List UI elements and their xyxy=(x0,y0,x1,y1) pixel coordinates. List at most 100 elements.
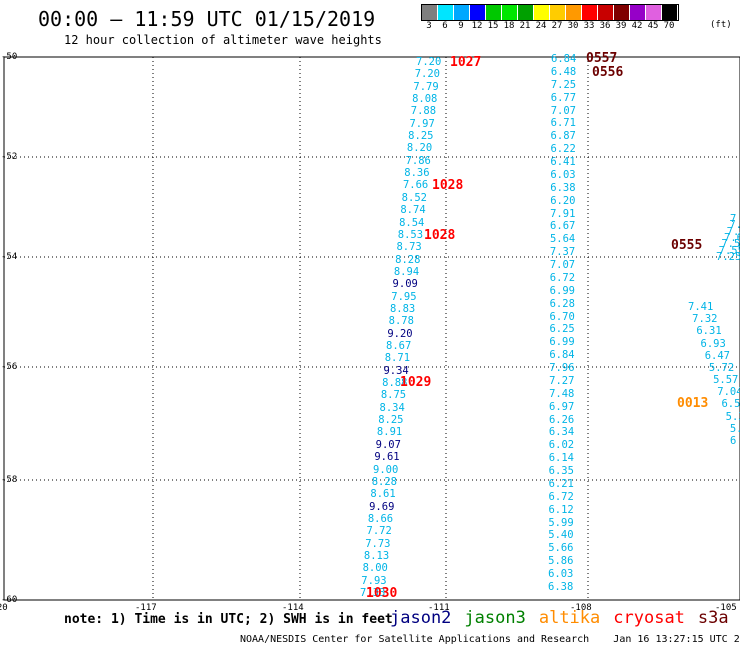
color-swatch xyxy=(582,5,598,20)
wave-height-value: 8.20 xyxy=(406,142,433,155)
wave-height-value: 7.20 xyxy=(414,68,440,81)
wave-height-value: 6.38 xyxy=(548,581,574,593)
wave-height-value: 5.3 xyxy=(725,410,740,423)
units-note: note: 1) Time is in UTC; 2) SWH is in fe… xyxy=(64,612,393,627)
color-swatch xyxy=(422,5,438,20)
wave-height-value: 6.99 xyxy=(549,284,575,297)
wave-height-value: 8.25 xyxy=(378,414,404,427)
wave-height-value: 8.73 xyxy=(396,241,422,254)
wave-height-value: 6.67 xyxy=(550,220,576,233)
map-frame xyxy=(3,56,740,601)
wave-height-value: 5.4 xyxy=(729,422,740,435)
wave-height-value: 8.66 xyxy=(367,512,394,525)
wave-height-value: 7.93 xyxy=(361,574,387,587)
latitude-label: -58 xyxy=(1,475,18,485)
wave-height-value: 7.96 xyxy=(549,362,575,375)
longitude-label: -114 xyxy=(282,603,304,613)
wave-height-value: 7.41 xyxy=(688,301,714,313)
pass-time-tag: 0013 xyxy=(677,396,709,411)
color-swatch xyxy=(566,5,582,20)
wave-height-value: 8.00 xyxy=(362,562,388,575)
wave-height-value: 8.34 xyxy=(379,401,405,414)
color-swatch xyxy=(662,5,678,20)
color-swatch xyxy=(630,5,646,20)
wave-height-value: 7.91 xyxy=(550,207,576,220)
color-swatch xyxy=(502,5,518,20)
color-scale-unit: (ft) xyxy=(710,20,732,30)
wave-height-value: 8.78 xyxy=(388,315,414,328)
color-swatch xyxy=(646,5,662,20)
longitude-label: -108 xyxy=(570,603,592,613)
wave-height-value: 7.07 xyxy=(550,104,576,117)
wave-height-value: 8.54 xyxy=(399,216,425,229)
wave-height-value: 5.57 xyxy=(713,374,739,387)
pass-time-tag: 0555 xyxy=(671,238,703,253)
wave-height-value: 6.26 xyxy=(548,413,575,426)
wave-height-value: 7.37 xyxy=(549,246,576,259)
wave-height-value: 7.63 xyxy=(724,232,740,244)
latitude-label: -60 xyxy=(1,595,18,605)
wave-height-value: 7.95 xyxy=(391,290,417,303)
wave-height-value: 6.28 xyxy=(549,297,575,310)
wave-height-value: 7.56 xyxy=(721,238,740,251)
wave-height-value: 7.33 xyxy=(360,587,386,599)
color-scale-tick: 27 xyxy=(551,21,563,31)
latitude-label: -54 xyxy=(1,252,18,262)
credit-line: NOAA/NESDIS Center for Satellite Applica… xyxy=(240,635,740,645)
color-scale-tick: 24 xyxy=(535,21,547,31)
wave-height-value: 9.09 xyxy=(392,278,418,291)
wave-height-value: 8.71 xyxy=(384,352,411,365)
wave-height-value: 6.34 xyxy=(548,426,575,439)
wave-height-value: 7.73 xyxy=(365,537,391,550)
legend-item-jason2: jason2 xyxy=(390,608,452,628)
color-scale-tick: 21 xyxy=(519,21,531,31)
wave-height-value: 6.47 xyxy=(704,349,731,362)
wave-height-value: 7.55 xyxy=(718,244,740,257)
page-subtitle: 12 hour collection of altimeter wave hei… xyxy=(64,33,382,47)
wave-height-value: 8.61 xyxy=(370,488,396,501)
wave-height-value: 6.31 xyxy=(696,325,722,338)
pass-time-tag: 1027 xyxy=(450,55,482,70)
wave-height-value: 6.03 xyxy=(548,568,574,581)
wave-height-value: 9.20 xyxy=(387,327,413,340)
wave-height-value: 5.64 xyxy=(549,233,576,246)
wave-height-value: 7.07 xyxy=(549,259,576,272)
latitude-label: -56 xyxy=(1,362,18,372)
wave-height-value: 6.02 xyxy=(548,439,575,452)
color-scale-tick: 30 xyxy=(567,21,579,31)
color-scale-tick: 15 xyxy=(487,21,499,31)
wave-height-value: 7.27 xyxy=(549,374,575,387)
color-scale-tick: 12 xyxy=(471,21,483,31)
wave-height-value: 8.94 xyxy=(393,265,420,278)
wave-height-value: 6.71 xyxy=(550,117,576,130)
wave-height-value: 6.21 xyxy=(548,477,574,490)
wave-height-value: 6.77 xyxy=(550,91,577,104)
wave-height-value: 6.14 xyxy=(548,452,575,465)
wave-height-value: 7.48 xyxy=(549,387,575,400)
generated-timestamp: Jan 16 13:27:15 UTC 2019 xyxy=(613,634,740,645)
wave-height-value: 7.86 xyxy=(405,154,431,167)
wave-height-value: 7 xyxy=(730,213,737,225)
longitude-label: -117 xyxy=(135,603,157,613)
pass-time-tag: 1028 xyxy=(424,228,456,243)
map-gridlines xyxy=(4,57,740,600)
color-scale-tick: 18 xyxy=(503,21,515,31)
wave-height-value: 8.88 xyxy=(382,377,408,390)
color-swatch xyxy=(598,5,614,20)
color-swatch xyxy=(470,5,486,20)
pass-time-tag: 0557 xyxy=(586,51,618,66)
wave-height-value: 8.67 xyxy=(386,340,412,353)
longitude-label: -111 xyxy=(428,603,450,613)
page-title: 00:00 – 11:59 UTC 01/15/2019 xyxy=(38,7,376,31)
wave-height-value: 5.66 xyxy=(548,542,574,555)
wave-height-value: 6.03 xyxy=(550,168,576,181)
color-swatch xyxy=(454,5,470,20)
wave-height-value: 6.22 xyxy=(550,143,576,156)
color-swatch xyxy=(614,5,630,20)
legend-item-altika: altika xyxy=(538,608,601,628)
longitude-label: -105 xyxy=(715,603,737,613)
longitude-label: -120 xyxy=(0,603,8,613)
color-scale-tick: 70 xyxy=(663,21,675,31)
wave-height-value: 9.34 xyxy=(383,364,409,377)
